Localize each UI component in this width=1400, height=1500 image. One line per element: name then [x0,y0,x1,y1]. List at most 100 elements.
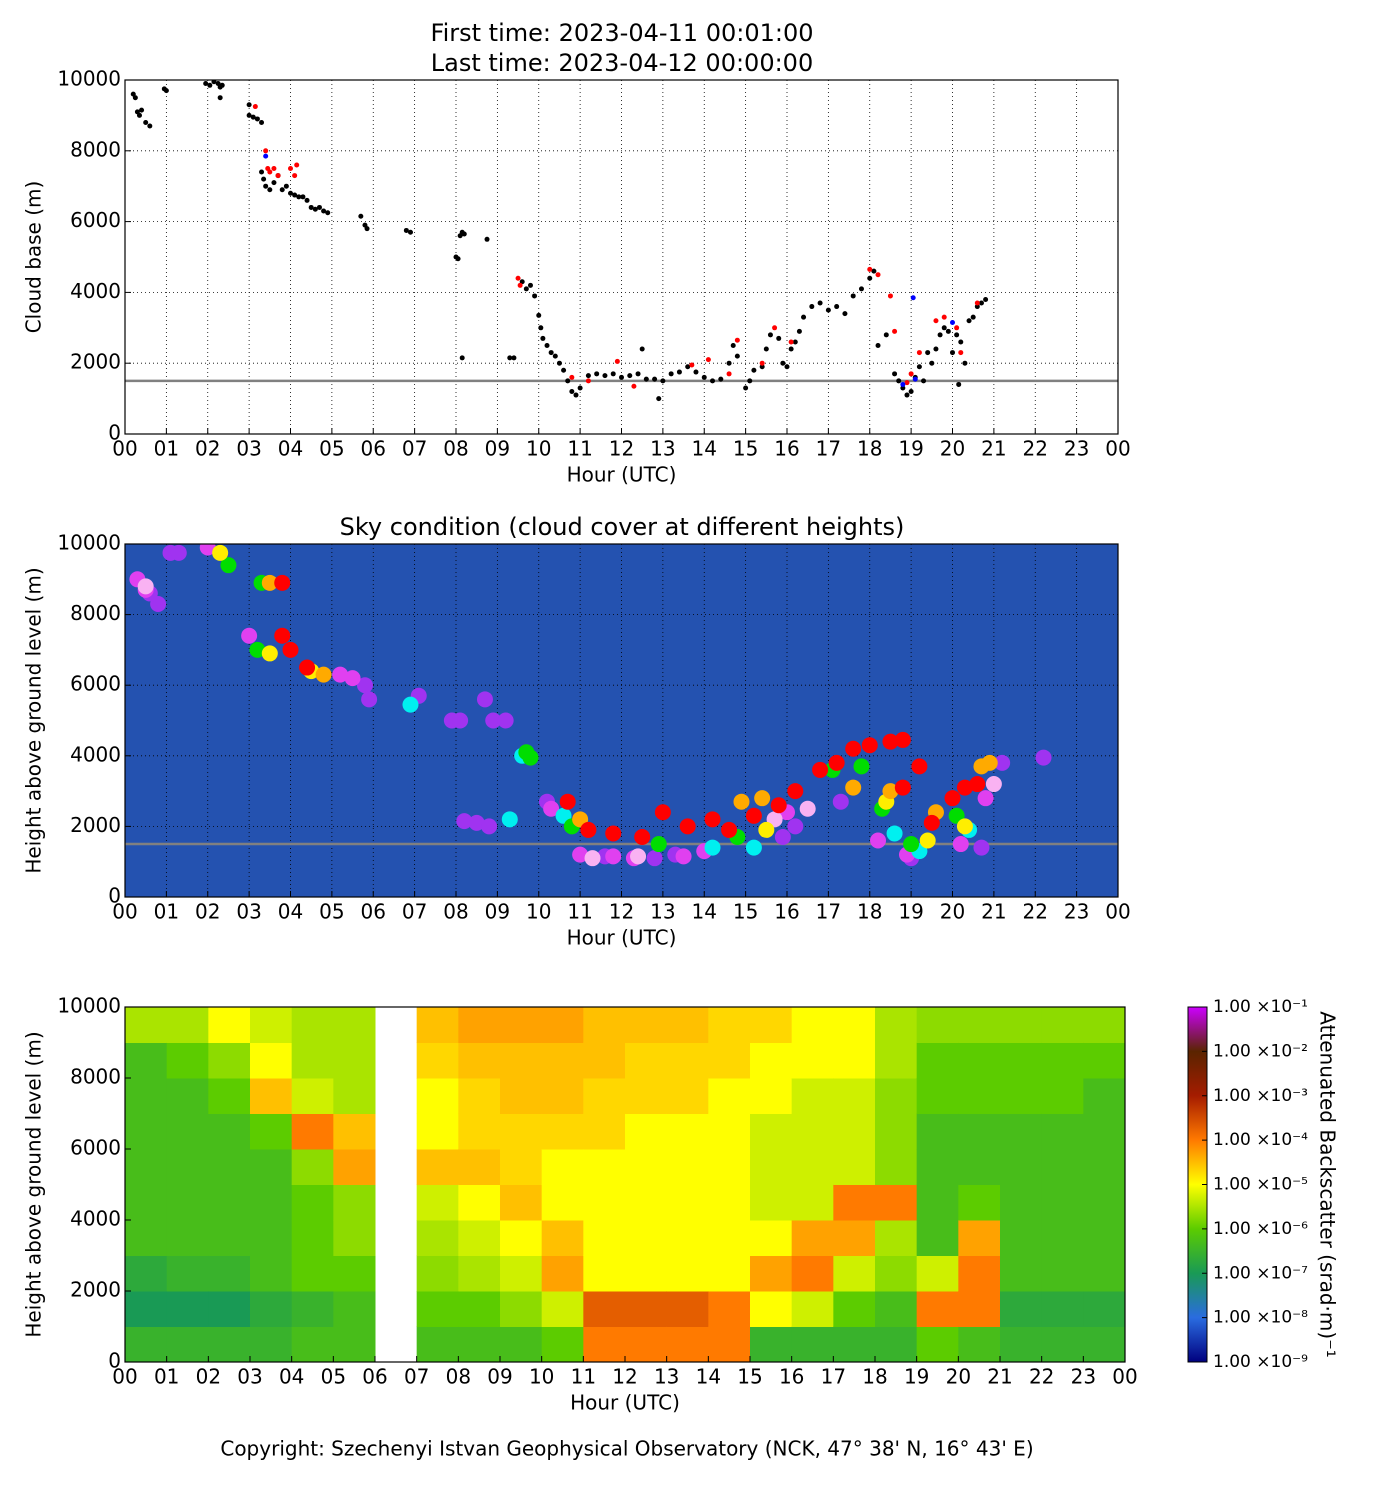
data-point [994,754,1011,771]
x-tick-label: 02 [195,900,220,924]
heatmap-cell [208,1149,251,1185]
heatmap-cell [916,1220,959,1256]
data-point [344,670,361,687]
heatmap-cell [1000,1326,1043,1362]
heatmap-cell [458,1255,501,1292]
data-point [759,360,765,366]
heatmap-cell [750,1326,793,1362]
heatmap-cell [583,1113,626,1150]
x-tick-label: 03 [236,437,261,461]
data-point [853,758,870,775]
heatmap-cell [1000,1255,1043,1292]
x-tick-label: 08 [443,437,468,461]
heatmap-cell [1041,1149,1084,1185]
x-tick-label: 09 [487,1365,512,1389]
data-point [721,821,738,838]
data-point [468,814,485,831]
data-point [921,378,927,384]
data-point [850,293,856,299]
x-tick-label: 18 [857,900,882,924]
heatmap-cell [833,1255,876,1292]
x-tick-label: 12 [609,900,634,924]
x-tick-label: 18 [857,437,882,461]
data-point [745,807,762,824]
heatmap-cell [1041,1255,1084,1292]
heatmap-cell [208,1007,251,1043]
data-point [252,104,258,110]
data-point [561,367,567,373]
data-point [956,381,962,387]
heatmap-cell [458,1184,501,1221]
heatmap-cell [458,1007,501,1043]
data-point [969,776,986,793]
heatmap-cell [458,1113,501,1150]
data-point [137,578,154,595]
data-point [896,378,902,384]
data-point [861,737,878,754]
data-point [325,210,331,216]
heatmap-cell [833,1078,876,1114]
data-point [910,295,916,301]
heatmap-cell [916,1042,959,1079]
data-point [679,818,696,835]
x-axis-label: Hour (UTC) [570,1391,680,1415]
colorbar-tick-label: 1.00 ×10⁻² [1213,1041,1308,1061]
heatmap-cell [750,1007,793,1043]
heatmap-cell [500,1184,543,1221]
heatmap-cell [583,1078,626,1114]
heatmap-cell [250,1291,293,1327]
data-point [577,385,583,391]
data-point [132,95,138,101]
heatmap-cell [666,1113,709,1150]
heatmap-cell [916,1149,959,1185]
heatmap-cell [666,1291,709,1327]
data-point [763,346,769,352]
x-tick-label: 05 [319,900,344,924]
heatmap-cell [625,1007,668,1043]
data-point [212,544,229,561]
y-tick-label: 0 [108,1349,121,1373]
x-axis-label: Hour (UTC) [567,926,677,950]
x-tick-label: 20 [940,437,965,461]
data-point [605,825,622,842]
x-tick-label: 19 [898,900,923,924]
data-point [780,360,786,366]
x-tick-label: 02 [196,1365,221,1389]
x-tick-label: 21 [981,900,1006,924]
heatmap-cell [1083,1291,1125,1327]
heatmap-cell [250,1255,293,1292]
heatmap-cell [875,1078,918,1114]
heatmap-cell [291,1078,334,1114]
x-tick-label: 03 [237,1365,262,1389]
x-tick-label: 01 [154,900,179,924]
heatmap-cell [708,1291,751,1327]
heatmap-cell [250,1078,293,1114]
data-point [845,740,862,757]
heatmap-cell [625,1042,668,1079]
data-point [977,790,994,807]
data-point [944,790,961,807]
heatmap-cell [291,1007,334,1043]
data-point [294,162,300,168]
heatmap-cell [833,1220,876,1256]
heatmap-cell [583,1255,626,1292]
data-point [358,213,364,219]
data-point [634,828,651,845]
heatmap-cell [541,1184,584,1221]
x-tick-label: 00 [1112,1365,1137,1389]
heatmap-cell [458,1149,501,1185]
heatmap-cell [416,1078,459,1114]
heatmap-cell [875,1291,918,1327]
y-tick-label: 6000 [70,208,121,232]
x-tick-label: 23 [1064,437,1089,461]
data-point [455,256,461,262]
data-point [900,385,906,391]
data-point [887,293,893,299]
x-tick-label: 15 [733,437,758,461]
data-point [817,300,823,306]
heatmap-cell [500,1291,543,1327]
heatmap-cell [333,1291,376,1327]
data-point [710,378,716,384]
heatmap-cell [708,1007,751,1043]
data-point [882,783,899,800]
